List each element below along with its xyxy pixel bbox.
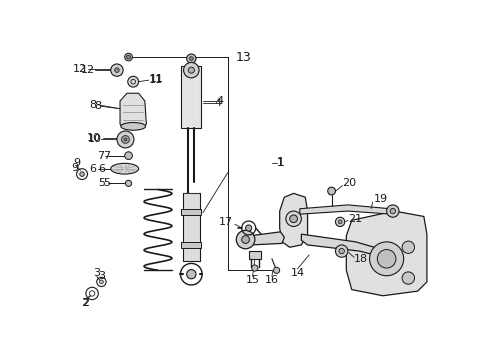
Text: 10: 10 [87,134,101,144]
Text: 20: 20 [341,178,355,188]
Text: 2: 2 [82,298,89,309]
Bar [181,242,201,248]
Text: 4: 4 [214,98,221,108]
Circle shape [245,225,251,231]
Circle shape [126,55,130,59]
Text: 3: 3 [93,267,100,278]
Polygon shape [346,211,426,296]
Text: 3: 3 [98,271,105,281]
Bar [181,66,201,128]
Circle shape [273,267,279,274]
Circle shape [241,236,249,243]
Text: 5: 5 [98,178,105,188]
Text: 19: 19 [373,194,387,204]
Circle shape [183,62,199,78]
Circle shape [80,172,84,176]
Circle shape [110,64,123,76]
Text: 11: 11 [150,75,164,84]
Circle shape [338,248,344,254]
Circle shape [186,270,196,279]
Text: 4: 4 [216,96,223,106]
Circle shape [251,265,258,271]
Text: 10: 10 [86,133,101,143]
Circle shape [377,249,395,268]
Text: 9: 9 [71,163,79,173]
Circle shape [124,152,132,159]
Circle shape [127,76,138,87]
Circle shape [285,211,301,226]
Circle shape [125,180,131,186]
Polygon shape [301,234,395,260]
Text: 7: 7 [97,150,103,161]
Text: 21: 21 [347,214,361,224]
Text: 8: 8 [94,101,101,111]
Text: 12: 12 [72,64,86,73]
Text: 18: 18 [353,254,367,264]
Ellipse shape [121,122,145,130]
Bar [248,251,261,259]
Bar [183,193,200,261]
Text: 6: 6 [89,164,96,174]
Text: 9: 9 [73,158,80,167]
Circle shape [389,208,395,214]
Circle shape [335,245,347,257]
Text: 8: 8 [89,100,97,110]
Text: 5: 5 [103,178,110,188]
Text: 15: 15 [245,275,259,285]
Circle shape [401,272,414,284]
Circle shape [124,53,132,61]
Text: 11: 11 [148,75,163,85]
Text: 2: 2 [81,298,88,309]
Polygon shape [120,93,146,128]
Circle shape [189,57,193,60]
Circle shape [386,205,398,217]
Circle shape [338,220,342,224]
Circle shape [122,136,129,143]
Circle shape [369,242,403,276]
Circle shape [236,230,254,249]
Text: 16: 16 [264,275,278,285]
Circle shape [327,187,335,195]
Circle shape [186,54,196,63]
Polygon shape [299,205,390,214]
Circle shape [188,67,194,73]
Polygon shape [246,232,284,245]
Text: 7: 7 [102,150,110,161]
Circle shape [99,280,103,284]
Text: 1: 1 [276,156,284,169]
Circle shape [401,241,414,253]
Text: 1: 1 [276,158,283,167]
Bar [181,209,201,215]
Circle shape [289,215,297,222]
Text: 14: 14 [290,267,304,278]
Text: 6: 6 [98,164,105,174]
Text: 12: 12 [81,65,95,75]
Circle shape [123,138,127,141]
Ellipse shape [110,163,138,174]
Circle shape [335,217,344,226]
Circle shape [117,131,134,148]
Circle shape [114,68,119,72]
Text: 17: 17 [219,217,233,227]
Polygon shape [279,193,307,247]
Text: 13: 13 [235,50,251,64]
